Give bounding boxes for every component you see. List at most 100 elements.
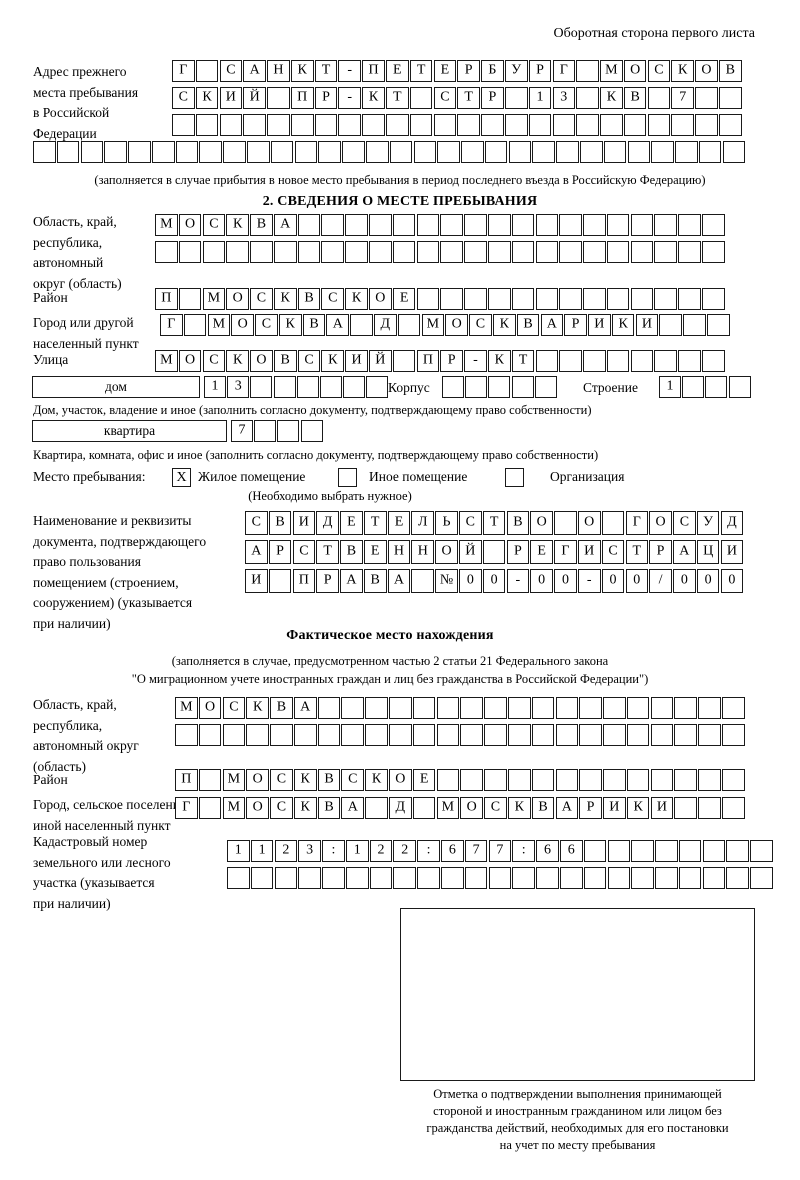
al-region-cell[interactable]: [698, 724, 721, 746]
s2-region-cell[interactable]: [369, 214, 392, 236]
prev-address-cell[interactable]: [623, 114, 647, 136]
al-city-cell[interactable]: И: [603, 797, 626, 819]
document-cell[interactable]: 0: [601, 569, 625, 593]
al-district-cell[interactable]: С: [270, 769, 293, 791]
s2-region-cell[interactable]: [416, 241, 440, 263]
cadastral-cell[interactable]: 6: [536, 840, 559, 862]
cadastral-cell[interactable]: 1: [227, 840, 250, 862]
al-region-cell[interactable]: [460, 724, 483, 746]
s2-district-cell[interactable]: О: [369, 288, 392, 310]
al-district-cell[interactable]: [626, 769, 650, 791]
al-district-cell[interactable]: [460, 769, 483, 791]
s2-city-cell[interactable]: А: [326, 314, 350, 336]
cadastral-cell[interactable]: 7: [464, 840, 488, 862]
s2-city-cell[interactable]: К: [278, 314, 302, 336]
s2-region-cell[interactable]: [701, 214, 725, 236]
s2-street-cell[interactable]: [606, 350, 630, 372]
stay-type-checkbox-org[interactable]: [505, 468, 524, 487]
al-region-cell[interactable]: [436, 697, 460, 719]
prev-address-cell[interactable]: К: [290, 60, 314, 82]
s2-district-cell[interactable]: [487, 288, 511, 310]
house-cell[interactable]: [250, 376, 273, 398]
prev-address-cell[interactable]: Р: [457, 60, 480, 82]
s2-region-cell[interactable]: [701, 241, 725, 263]
s2-street-cell[interactable]: Р: [440, 350, 463, 372]
cadastral-cell[interactable]: [631, 867, 654, 889]
prev-address-r4-cell[interactable]: [698, 141, 722, 163]
prev-address-r4-cell[interactable]: [532, 141, 555, 163]
s2-city-cell[interactable]: А: [540, 314, 564, 336]
s2-street-cell[interactable]: Т: [511, 350, 535, 372]
prev-address-r4-cell[interactable]: [294, 141, 318, 163]
al-district-cell[interactable]: [436, 769, 460, 791]
s2-region-cell[interactable]: [606, 214, 630, 236]
s2-district-cell[interactable]: К: [345, 288, 368, 310]
prev-address-cell[interactable]: И: [219, 87, 243, 109]
al-district-cell[interactable]: [531, 769, 555, 791]
prev-address-r4-cell[interactable]: [56, 141, 80, 163]
s2-region-cell[interactable]: [583, 214, 606, 236]
house-cell[interactable]: [319, 376, 342, 398]
document-cell[interactable]: Г: [554, 540, 577, 564]
document-cell[interactable]: /: [649, 569, 672, 593]
document-cell[interactable]: О: [649, 511, 672, 535]
document-cell[interactable]: В: [340, 540, 363, 564]
prev-address-cell[interactable]: К: [195, 87, 219, 109]
al-city-cell[interactable]: [721, 797, 745, 819]
korpus-cell[interactable]: [488, 376, 511, 398]
prev-address-r4-cell[interactable]: [128, 141, 151, 163]
al-district-cell[interactable]: К: [293, 769, 317, 791]
prev-address-cell[interactable]: 3: [552, 87, 576, 109]
cadastral-cell[interactable]: [536, 867, 559, 889]
s2-region-cell[interactable]: [678, 214, 701, 236]
prev-address-cell[interactable]: [695, 114, 718, 136]
cadastral-cell[interactable]: [583, 867, 607, 889]
document-cell[interactable]: О: [435, 540, 458, 564]
al-region-cell[interactable]: [555, 724, 579, 746]
prev-address-r4-cell[interactable]: [318, 141, 341, 163]
document-cell[interactable]: И: [245, 569, 268, 593]
al-region-cell[interactable]: [412, 724, 436, 746]
prev-address-cell[interactable]: [243, 114, 266, 136]
s2-region-cell[interactable]: [678, 241, 701, 263]
s2-region-cell[interactable]: [369, 241, 392, 263]
s2-street-cell[interactable]: [392, 350, 416, 372]
s2-city-cell[interactable]: Д: [374, 314, 397, 336]
stroenie-cell[interactable]: [728, 376, 751, 398]
al-region-cell[interactable]: [317, 697, 341, 719]
prev-address-r4-cell[interactable]: [389, 141, 413, 163]
s2-city-cell[interactable]: О: [231, 314, 254, 336]
cadastral-cell[interactable]: [726, 867, 749, 889]
prev-address-cell[interactable]: У: [504, 60, 528, 82]
s2-district-cell[interactable]: [630, 288, 654, 310]
al-city-cell[interactable]: С: [484, 797, 507, 819]
document-cell[interactable]: №: [435, 569, 458, 593]
prev-address-cell[interactable]: 1: [528, 87, 552, 109]
prev-address-r4-cell[interactable]: [199, 141, 223, 163]
s2-city-cell[interactable]: М: [207, 314, 231, 336]
prev-address-r4-cell[interactable]: [247, 141, 270, 163]
stroenie-cell[interactable]: 1: [659, 376, 681, 398]
prev-address-cell[interactable]: [267, 87, 290, 109]
prev-address-cell[interactable]: [172, 114, 195, 136]
al-region-cell[interactable]: [603, 724, 626, 746]
prev-address-cell[interactable]: [695, 87, 718, 109]
s2-region-cell[interactable]: [606, 241, 630, 263]
s2-region-cell[interactable]: [535, 241, 559, 263]
s2-street-cell[interactable]: С: [202, 350, 226, 372]
flat-cell[interactable]: [277, 420, 300, 442]
s2-district-cell[interactable]: К: [273, 288, 297, 310]
document-cell[interactable]: Р: [506, 540, 530, 564]
prev-address-cell[interactable]: [195, 60, 219, 82]
prev-address-cell[interactable]: [576, 87, 599, 109]
al-district-cell[interactable]: К: [365, 769, 388, 791]
house-cell[interactable]: 3: [227, 376, 250, 398]
al-region-cell[interactable]: [365, 697, 388, 719]
s2-city-cell[interactable]: [397, 314, 421, 336]
prev-address-cell[interactable]: Г: [552, 60, 576, 82]
cadastral-cell[interactable]: 7: [488, 840, 512, 862]
al-region-cell[interactable]: [579, 697, 602, 719]
cadastral-cell[interactable]: [607, 867, 631, 889]
s2-street-cell[interactable]: С: [297, 350, 321, 372]
al-region-cell[interactable]: [222, 724, 246, 746]
